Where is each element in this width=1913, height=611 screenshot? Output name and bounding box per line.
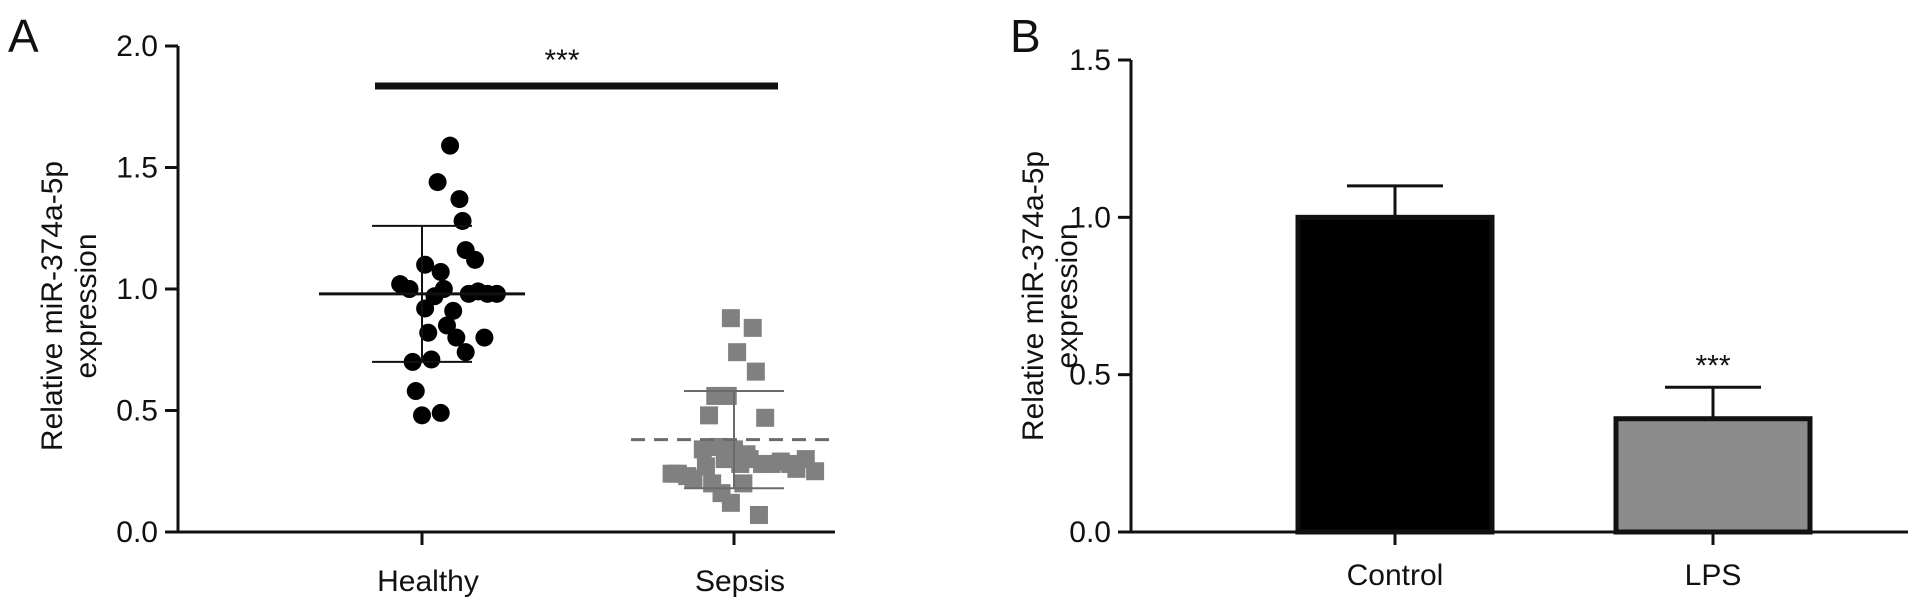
data-point: [437, 316, 456, 335]
y-tick-label: 1.5: [1069, 44, 1111, 77]
data-point: [700, 406, 719, 425]
data-point: [431, 262, 450, 281]
y-axis-label: Relative miR-374a-5pexpression: [36, 161, 103, 451]
y-tick-label: 2.0: [116, 30, 158, 63]
panel-letter-b: B: [1010, 10, 1041, 62]
bar-control: [1295, 214, 1495, 535]
panel-a-scatter-chart: 0.0 0.5 1.0 1.5 2.0 Healthy Sepsis Relative miR…: [36, 30, 837, 598]
y-tick-label: 1.0: [1069, 201, 1111, 234]
x-tick-label: LPS: [1685, 559, 1742, 592]
data-point: [447, 328, 466, 347]
data-point: [413, 406, 431, 425]
y-tick-label: 1.5: [116, 152, 158, 185]
y-axis-label-line: expression: [1051, 223, 1084, 368]
data-point: [422, 350, 441, 369]
y-axis-label-line: expression: [70, 233, 103, 378]
data-point: [746, 362, 765, 381]
data-point: [456, 343, 475, 362]
panel-letter-a: A: [8, 10, 39, 62]
data-point: [734, 474, 753, 493]
data-point: [406, 382, 425, 401]
x-tick-label: Control: [1347, 559, 1444, 592]
y-axis-label-line: Relative miR-374a-5p: [1017, 151, 1050, 441]
data-point: [441, 136, 460, 155]
data-point: [806, 462, 825, 481]
data-point: [749, 505, 768, 524]
data-point: [419, 323, 438, 342]
y-tick-label: 0.0: [116, 516, 158, 549]
data-point: [428, 173, 447, 192]
data-point: [450, 190, 469, 209]
panel-b-bar-chart: 0.0 0.5 1.0 1.5 Control LPS *** Relative miR-37…: [1017, 44, 1908, 592]
y-tick-label: 1.0: [116, 273, 158, 306]
bar-lps: [1613, 416, 1813, 535]
data-point: [728, 343, 747, 362]
y-axis-label: Relative miR-374a-5pexpression: [1017, 151, 1084, 441]
data-point: [431, 403, 450, 422]
y-axis-label-line: Relative miR-374a-5p: [36, 161, 69, 451]
y-tick-label: 0.5: [116, 395, 158, 428]
data-point: [475, 328, 494, 347]
data-point: [444, 301, 463, 320]
x-tick-label: Healthy: [377, 565, 479, 598]
data-point: [696, 457, 715, 476]
y-tick-label: 0.0: [1069, 516, 1111, 549]
data-point: [453, 211, 472, 230]
significance-label: ***: [1695, 349, 1730, 382]
data-point: [756, 408, 775, 427]
data-point: [416, 299, 435, 318]
data-point: [466, 250, 485, 269]
data-point: [721, 493, 740, 512]
data-point: [721, 309, 740, 328]
y-tick-label: 0.5: [1069, 359, 1111, 392]
significance-label: ***: [544, 44, 579, 77]
data-point: [693, 440, 712, 459]
x-tick-label: Sepsis: [695, 565, 785, 598]
data-point: [743, 318, 762, 337]
series-healthy: [319, 136, 525, 425]
series-sepsis: [631, 309, 837, 524]
data-point: [416, 255, 435, 274]
